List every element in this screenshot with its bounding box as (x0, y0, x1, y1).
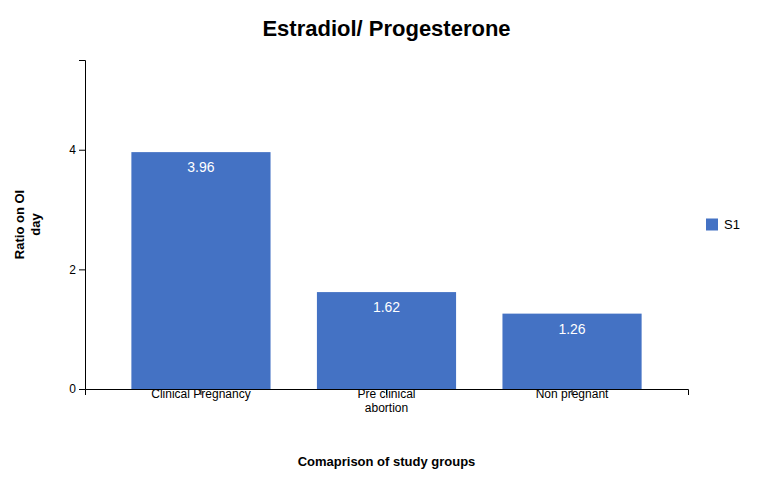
legend-swatch (706, 219, 718, 231)
bar (502, 314, 641, 389)
y-tick-label: 0 (69, 382, 76, 396)
y-tick-label: 4 (69, 143, 76, 157)
title: Estradiol/ Progesterone (262, 16, 510, 41)
y-tick: 2 (69, 263, 85, 277)
text-line: Ratio on OI (12, 190, 27, 259)
x-tick-label: Pre clinicalabortion (357, 387, 415, 415)
y-tick-mark (79, 150, 85, 151)
y-tick-mark (79, 269, 85, 270)
plot-area: 0 2 4 Clinical Pregnancy Pre clinicalabortio… (69, 61, 688, 415)
data-label: 3.96 (187, 159, 214, 175)
data-label: 1.26 (558, 321, 585, 337)
x-tick-label: Non pregnant (536, 387, 609, 401)
text-line: Clinical Pregnancy (151, 387, 250, 401)
x-tick-label: Clinical Pregnancy (151, 387, 250, 401)
y-axis: 0 2 4 (69, 61, 85, 397)
bar (131, 152, 270, 389)
x-tick: Non pregnant (536, 387, 609, 401)
chart: 0 2 4 Clinical Pregnancy Pre clinicalabortio… (0, 0, 778, 484)
y-tick: 0 (69, 382, 85, 396)
y-axis-line (79, 61, 86, 390)
y-axis-title: Ratio on OIday (12, 190, 43, 259)
data-label: 1.62 (373, 299, 400, 315)
text-line: Non pregnant (536, 387, 609, 401)
text-line: abortion (365, 401, 408, 415)
x-tick: Clinical Pregnancy (151, 387, 250, 401)
x-axis-title: Comaprison of study groups (298, 454, 476, 469)
legend-label: S1 (724, 217, 740, 232)
bars (131, 152, 641, 389)
text-line: day (28, 213, 43, 236)
y-tick-label: 2 (69, 263, 76, 277)
x-tick: Pre clinicalabortion (357, 387, 415, 415)
y-tick-mark (79, 389, 85, 390)
y-tick: 4 (69, 143, 85, 157)
text-line: Pre clinical (357, 387, 415, 401)
data-labels: 3.96 1.62 1.26 (187, 159, 586, 337)
x-axis: Clinical Pregnancy Pre clinicalabortion No… (86, 387, 689, 415)
bar (317, 292, 456, 389)
legend: S1 (706, 217, 740, 232)
